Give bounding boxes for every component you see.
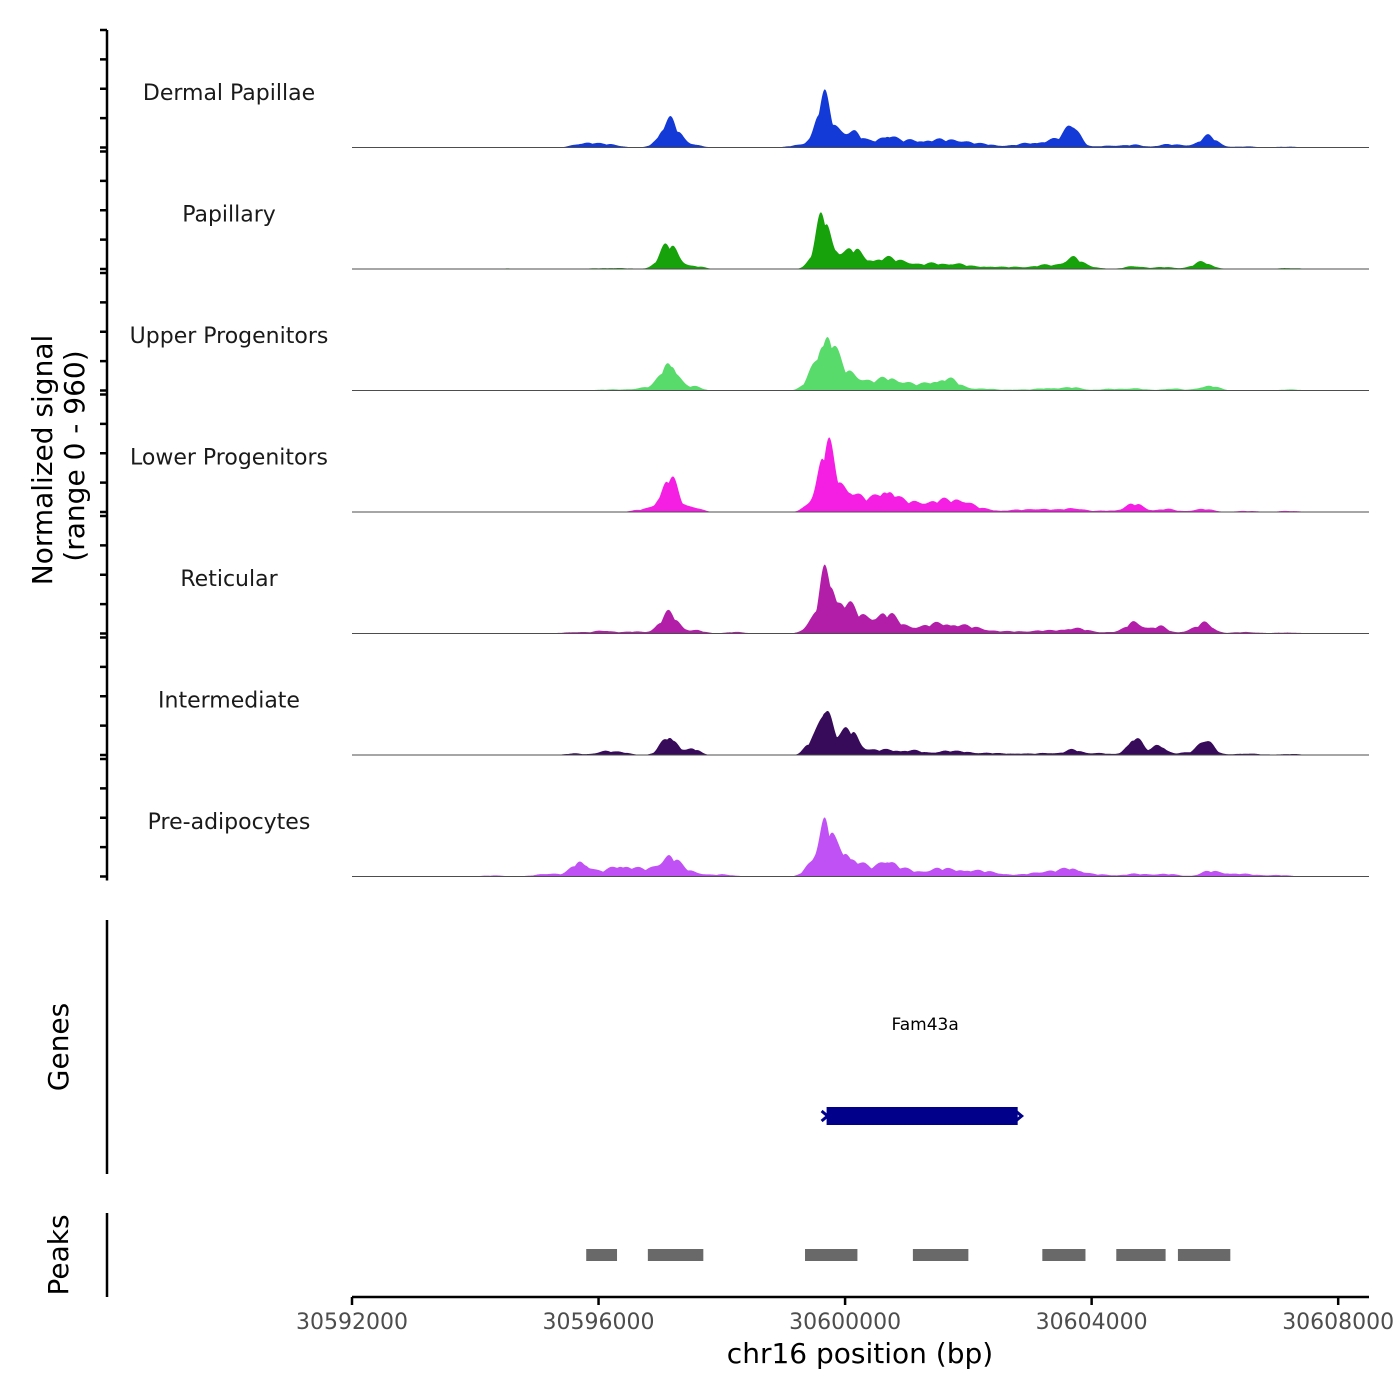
x-tick-label: 30608000 <box>1282 1310 1394 1335</box>
track-label-dermal-papillae: Dermal Papillae <box>143 81 315 106</box>
signal-area-pre-adipocytes <box>352 817 1302 877</box>
x-tick-label: 30592000 <box>296 1310 408 1335</box>
x-axis-title: chr16 position (bp) <box>727 1337 993 1370</box>
x-tick-label: 30604000 <box>1036 1310 1148 1335</box>
signal-y-axis <box>100 28 109 881</box>
peak-region <box>647 1249 704 1261</box>
gene-body <box>826 1107 1018 1125</box>
peak-region <box>912 1249 969 1261</box>
signal-area-lower-progenitors <box>352 437 1302 512</box>
gene-annotations: Fam43a <box>820 1015 1025 1125</box>
track-label-lower-progenitors: Lower Progenitors <box>130 446 328 471</box>
track-label-pre-adipocytes: Pre-adipocytes <box>148 810 311 835</box>
track-label-intermediate: Intermediate <box>158 689 300 714</box>
track-pre-adipocytes: Pre-adipocytes <box>148 810 1369 877</box>
track-papillary: Papillary <box>182 203 1369 270</box>
signal-area-intermediate <box>352 710 1302 755</box>
peaks-panel-label: Peaks <box>42 1214 75 1295</box>
track-reticular: Reticular <box>180 564 1369 634</box>
peak-regions <box>586 1249 1231 1261</box>
track-label-papillary: Papillary <box>182 203 276 228</box>
peak-region <box>805 1249 858 1261</box>
track-intermediate: Intermediate <box>158 689 1369 756</box>
peak-region <box>1116 1249 1166 1261</box>
gene-label: Fam43a <box>892 1015 959 1035</box>
signal-area-reticular <box>352 564 1302 634</box>
signal-area-upper-progenitors <box>352 337 1302 391</box>
x-axis: 30592000 30596000 30600000 30604000 30608000 <box>296 1295 1394 1335</box>
track-label-upper-progenitors: Upper Progenitors <box>130 324 329 349</box>
peak-region <box>1177 1249 1231 1261</box>
y-axis-title-line1: Normalized signal <box>26 335 59 586</box>
y-axis-title-line2: (range 0 - 960) <box>58 350 91 561</box>
track-dermal-papillae: Dermal Papillae <box>143 81 1369 148</box>
gene-strand-arrow <box>1014 1109 1025 1123</box>
genes-panel-label: Genes <box>42 1003 75 1091</box>
track-upper-progenitors: Upper Progenitors <box>130 324 1369 391</box>
gene-strand-arrow <box>820 1109 830 1123</box>
track-label-reticular: Reticular <box>180 567 278 592</box>
x-tick-label: 30600000 <box>789 1310 901 1335</box>
signal-area-dermal-papillae <box>352 89 1302 148</box>
signal-area-papillary <box>352 212 1302 269</box>
track-lower-progenitors: Lower Progenitors <box>130 437 1369 513</box>
signal-tracks: Dermal Papillae Papillary Upper Progenitor… <box>130 81 1369 877</box>
peak-region <box>1042 1249 1086 1261</box>
x-tick-label: 30596000 <box>543 1310 655 1335</box>
peak-region <box>586 1249 618 1261</box>
